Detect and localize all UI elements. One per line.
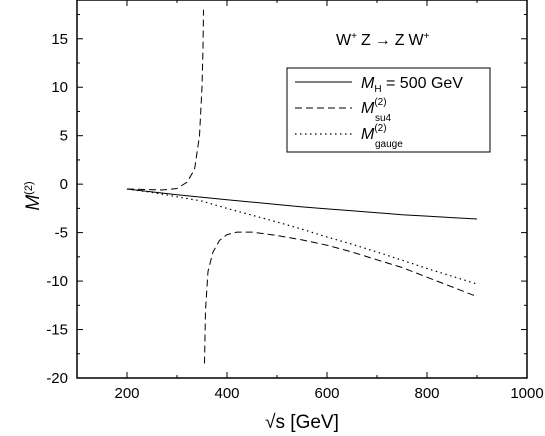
y-tick-label: -5 — [55, 225, 68, 242]
process-arrow: → — [375, 32, 391, 49]
tick-labels: 200 400 600 800 1000 15 10 5 0 -5 -10 -15 -20 — [46, 31, 543, 402]
legend-label-mh: MH = 500 GeV — [361, 75, 463, 95]
x-tick-label: 800 — [414, 385, 439, 402]
process-z2: Z — [395, 32, 405, 49]
legend-mh-rest: = 500 GeV — [382, 75, 464, 92]
series-curves — [126, 9, 478, 364]
y-axis-title: M(2) — [23, 181, 44, 210]
y-tick-label: 5 — [60, 128, 68, 145]
series-dotted-curve — [126, 188, 478, 285]
plot-frame — [76, 0, 528, 379]
x-tick-label: 600 — [314, 385, 339, 402]
legend-mh-base: M — [361, 75, 375, 92]
series-dashed-curve — [204, 231, 478, 364]
y-tick-label: -10 — [46, 273, 68, 290]
process-z1: Z — [361, 32, 371, 49]
series-solid-curve — [126, 188, 478, 220]
legend-mh-sub: H — [374, 84, 381, 95]
x-axis-title: √s [GeV] — [265, 412, 339, 433]
axis-ticks — [76, 0, 528, 379]
x-tick-label: 400 — [214, 385, 239, 402]
legend-su4-sup: (2) — [374, 97, 386, 108]
process-w2: W — [409, 32, 425, 49]
series-dashed-curve — [126, 9, 204, 191]
x-tick-label: 200 — [114, 385, 139, 402]
legend-gauge-base: M — [361, 126, 375, 143]
process-w2-charge: + — [424, 31, 430, 42]
process-annotation: W+ Z → Z W+ — [336, 31, 430, 49]
y-tick-label: 15 — [51, 31, 68, 48]
y-tick-label: 0 — [60, 176, 68, 193]
legend-label-gauge-sub: gauge — [375, 139, 403, 150]
y-axis-title-sup: (2) — [23, 181, 35, 194]
legend-gauge-sup: (2) — [374, 123, 386, 134]
x-tick-label: 1000 — [510, 385, 543, 402]
y-tick-label: -15 — [46, 322, 68, 339]
y-tick-label: -20 — [46, 370, 68, 387]
legend-su4-base: M — [361, 100, 375, 117]
y-axis-title-base: M — [23, 195, 44, 211]
legend: MH = 500 GeV M(2) su4 M(2) gauge — [286, 67, 491, 153]
process-w1-charge: + — [351, 31, 357, 42]
legend-label-su4: M(2) — [361, 97, 387, 117]
legend-label-su4-sub: su4 — [375, 113, 392, 124]
process-w1: W — [336, 32, 352, 49]
legend-label-gauge: M(2) — [361, 123, 387, 143]
y-tick-label: 10 — [51, 79, 68, 96]
